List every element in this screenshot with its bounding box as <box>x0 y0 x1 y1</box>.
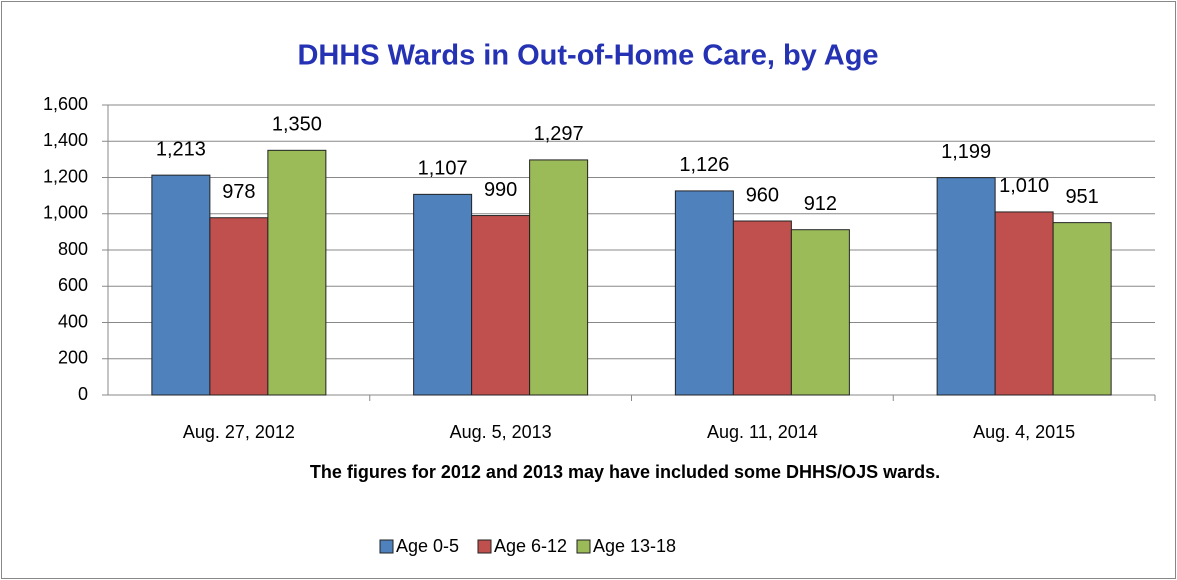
x-tick-label: Aug. 5, 2013 <box>450 422 552 442</box>
x-tick-label: Aug. 27, 2012 <box>183 422 295 442</box>
legend-swatch <box>379 539 394 554</box>
bar <box>151 174 211 396</box>
y-tick-label: 1,000 <box>43 203 88 223</box>
bar <box>1052 222 1112 396</box>
bar <box>413 193 473 396</box>
legend-swatch <box>576 539 591 554</box>
value-label: 990 <box>484 179 517 201</box>
bar <box>936 177 996 396</box>
bar <box>674 190 734 396</box>
bar <box>471 215 531 396</box>
value-label: 1,297 <box>534 123 584 145</box>
value-label: 1,126 <box>679 154 729 176</box>
y-tick-label: 1,200 <box>43 166 88 186</box>
value-label: 1,010 <box>999 175 1049 197</box>
value-label: 1,213 <box>156 138 206 160</box>
value-label: 1,199 <box>941 141 991 163</box>
legend-label: Age 13-18 <box>593 536 676 556</box>
y-tick-label: 0 <box>78 384 88 404</box>
annotation: The figures for 2012 and 2013 may have i… <box>310 462 940 482</box>
bar <box>732 220 792 396</box>
legend-swatch <box>477 539 492 554</box>
legend-label: Age 0-5 <box>396 536 459 556</box>
value-label: 1,107 <box>418 158 468 180</box>
bar <box>994 211 1054 396</box>
bar <box>529 159 589 396</box>
value-label: 978 <box>222 181 255 203</box>
value-label: 960 <box>746 184 779 206</box>
bar <box>209 217 269 396</box>
x-tick-label: Aug. 11, 2014 <box>707 422 818 442</box>
bar <box>267 149 327 396</box>
y-tick-label: 1,400 <box>43 130 88 150</box>
legend-label: Age 6-12 <box>494 536 567 556</box>
x-tick-label: Aug. 4, 2015 <box>973 422 1075 442</box>
y-tick-label: 800 <box>58 239 88 259</box>
bar <box>790 229 850 396</box>
y-tick-label: 400 <box>58 311 88 331</box>
value-label: 1,350 <box>272 114 322 136</box>
chart-title: DHHS Wards in Out-of-Home Care, by Age <box>297 40 878 72</box>
value-label: 912 <box>804 193 837 215</box>
value-label: 951 <box>1065 186 1098 208</box>
y-tick-label: 600 <box>58 275 88 295</box>
y-tick-label: 1,600 <box>43 94 88 114</box>
y-tick-label: 200 <box>58 348 88 368</box>
